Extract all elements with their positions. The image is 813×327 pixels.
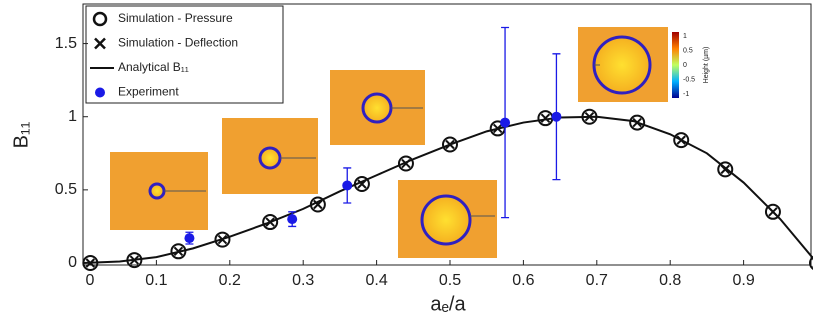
colorbar-tick-label: 0 [683,62,687,69]
y-tick-label: 1.5 [55,35,77,52]
legend-label: Experiment [118,85,179,99]
legend-label: Simulation - Deflection [118,36,238,50]
x-tick-label: 0.3 [292,272,314,289]
x-tick-label: 0.5 [439,272,461,289]
inset-image [578,27,668,102]
colorbar-tick-label: 1 [683,33,687,40]
legend: Simulation - Pressure Simulation - Deflec… [86,6,283,103]
x-tick-label: 0.9 [732,272,754,289]
colorbar-tick-label: 0.5 [683,47,693,54]
x-tick-label: 0.8 [659,272,681,289]
colorbar-tick-label: -1 [683,91,689,98]
y-tick-label: 1 [68,108,77,125]
inset-image [110,152,208,230]
marker-dot [184,233,194,243]
y-tick-label: 0 [68,254,77,271]
x-axis-label: aₑ/a [430,293,466,315]
x-tick-label: 0.2 [219,272,241,289]
y-axis-label: B₁₁ [10,121,32,148]
legend-label: Simulation - Pressure [118,11,233,25]
marker-dot [500,118,510,128]
marker-dot [551,112,561,122]
colorbar [672,32,679,98]
chart: B₁₁ aₑ/a 1 0.5 0 -0.5 -1 Height (µm) Simulati… [0,0,813,327]
legend-label: Analytical B₁₁ [118,60,189,74]
y-tick-label: 0.5 [55,181,77,198]
legend-symbol [95,88,105,98]
x-tick-label: 0 [86,272,95,289]
x-tick-label: 0.7 [586,272,608,289]
colorbar-label: Height (µm) [703,47,710,84]
inset-image [398,180,497,258]
x-tick-label: 0.1 [145,272,167,289]
x-tick-label: 0.4 [365,272,387,289]
x-tick-label: 0.6 [512,272,534,289]
marker-dot [287,214,297,224]
marker-dot [342,180,352,190]
colorbar-tick-label: -0.5 [683,76,695,83]
inset-image [330,70,425,145]
inset-image [222,118,318,194]
